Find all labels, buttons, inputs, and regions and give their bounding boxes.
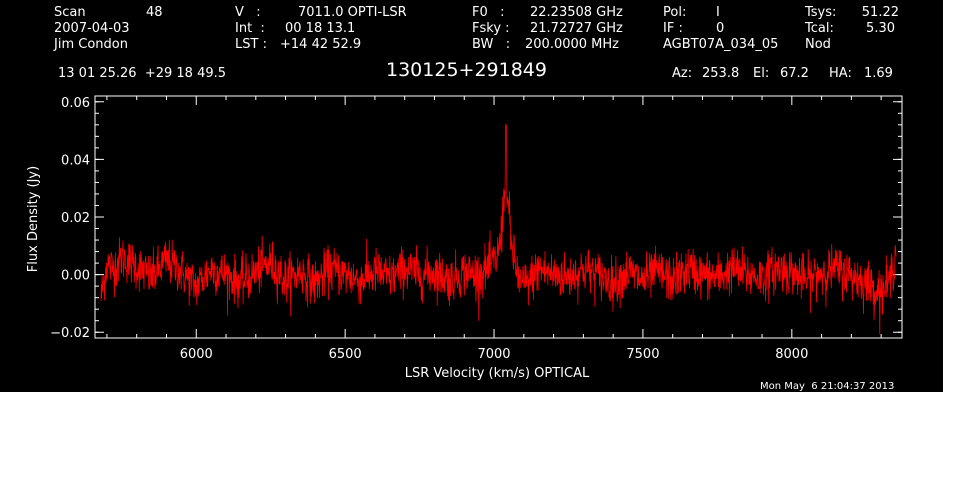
plot-timestamp: Mon May 6 21:04:37 2013 — [760, 381, 895, 392]
procedure-name: Nod — [805, 37, 831, 52]
polarization-label: Pol: — [663, 5, 687, 20]
x-axis-ticks: 6000 6500 7000 7500 8000 — [106, 96, 882, 362]
hour-angle-value: 1.69 — [864, 66, 893, 81]
integration-label: Int : — [235, 21, 265, 36]
y-axis-ticks: −0.02 0.00 0.02 0.04 0.06 — [50, 96, 902, 341]
tsys-value: 51.22 — [861, 5, 899, 20]
integration-value: 00 18 13.1 — [285, 21, 356, 36]
flux-density-series — [100, 124, 897, 335]
y-tick-label: 0.00 — [61, 269, 90, 284]
f0-value: 22.23508 GHz — [530, 5, 623, 20]
scan-label: Scan — [54, 5, 86, 20]
fsky-value: 21.72727 GHz — [530, 21, 623, 36]
scan-value: 48 — [146, 5, 163, 20]
plot-frame — [94, 95, 903, 339]
y-tick-label: 0.04 — [61, 153, 90, 168]
spectrum-chart: −0.02 0.00 0.02 0.04 0.06 6000 6500 7000 7500 80… — [26, 95, 903, 381]
lst-value: +14 42 52.9 — [280, 37, 362, 52]
velocity-value: 7011.0 OPTI-LSR — [298, 5, 407, 20]
y-tick-label: 0.02 — [61, 211, 90, 226]
tsys-label: Tsys: — [805, 5, 837, 20]
y-tick-label: 0.06 — [61, 96, 90, 111]
observer-name: Jim Condon — [54, 37, 128, 52]
x-tick-label: 6000 — [180, 347, 213, 362]
x-tick-label: 8000 — [775, 347, 808, 362]
tcal-label: Tcal: — [805, 21, 834, 36]
f0-label: F0 : — [472, 5, 505, 20]
y-axis-label: Flux Density (Jy) — [26, 166, 41, 272]
bandwidth-label: BW : — [472, 37, 511, 52]
azimuth-value: 253.8 — [702, 66, 740, 81]
velocity-label: V : — [235, 5, 261, 20]
lst-label: LST : — [235, 37, 272, 52]
source-name: 130125+291849 — [386, 59, 547, 81]
x-tick-label: 7000 — [477, 347, 510, 362]
observation-date: 2007-04-03 — [54, 21, 130, 36]
hour-angle-label: HA: — [829, 66, 852, 81]
fsky-label: Fsky : — [472, 21, 510, 36]
elevation-label: El: — [753, 66, 770, 81]
source-coordinates: 13 01 25.26 +29 18 49.5 — [58, 66, 227, 81]
project-id: AGBT07A_034_05 — [663, 37, 779, 52]
y-tick-label: −0.02 — [50, 326, 90, 341]
x-axis-label: LSR Velocity (km/s) OPTICAL — [405, 366, 590, 381]
if-label: IF : — [663, 21, 683, 36]
x-tick-label: 6500 — [329, 347, 362, 362]
elevation-value: 67.2 — [780, 66, 809, 81]
azimuth-label: Az: — [672, 66, 693, 81]
tcal-value: 5.30 — [866, 21, 895, 36]
polarization-value: I — [716, 5, 720, 20]
spectrum-plot-panel: Scan 48 2007-04-03 Jim Condon V : 7011.0… — [0, 0, 943, 392]
x-tick-label: 7500 — [626, 347, 659, 362]
if-value: 0 — [716, 21, 725, 36]
bandwidth-value: 200.0000 MHz — [525, 37, 619, 52]
